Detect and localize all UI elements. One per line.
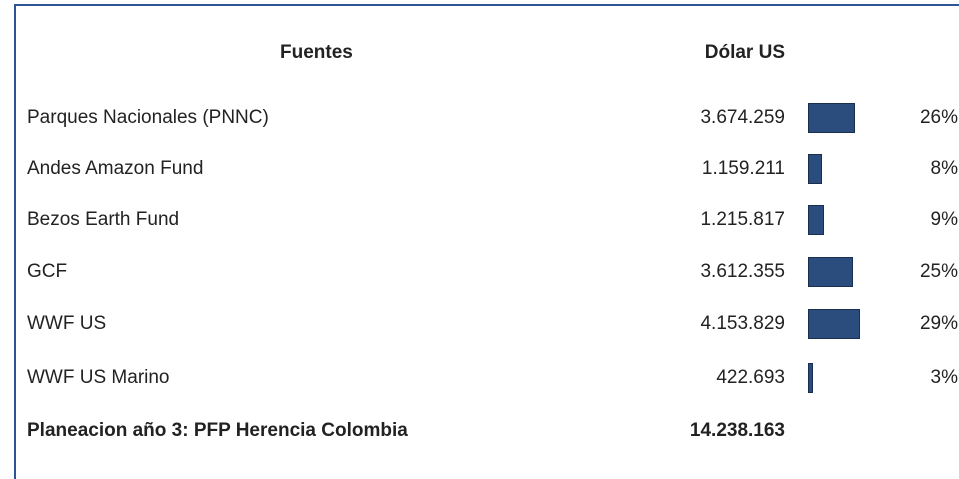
header-dolar: Dólar US (704, 42, 785, 63)
source-name: WWF US Marino (27, 367, 170, 388)
total-amount: 14.238.163 (689, 420, 785, 441)
pct-label: 25% (919, 261, 958, 282)
amount: 3.674.259 (700, 107, 785, 128)
pct-label: 8% (930, 158, 958, 179)
pct-bar (808, 103, 855, 133)
source-name: WWF US (27, 313, 107, 334)
amount: 4.153.829 (700, 313, 785, 334)
pct-label: 3% (930, 367, 958, 388)
pct-label: 26% (919, 107, 958, 128)
pct-bar (808, 154, 823, 184)
source-name: GCF (27, 261, 68, 282)
total-name: Planeacion año 3: PFP Herencia Colombia (27, 420, 408, 441)
amount: 1.215.817 (700, 209, 785, 230)
amount: 3.612.355 (700, 261, 785, 282)
source-name: Parques Nacionales (PNNC) (27, 107, 269, 128)
source-name: Andes Amazon Fund (27, 158, 204, 179)
source-name: Bezos Earth Fund (27, 209, 180, 230)
pct-bar (808, 309, 861, 339)
header-fuentes: Fuentes (280, 42, 353, 63)
amount: 1.159.211 (701, 158, 785, 179)
pct-bar (808, 363, 814, 393)
pct-label: 29% (919, 313, 958, 334)
pct-label: 9% (930, 209, 958, 230)
pct-bar (808, 257, 853, 287)
amount: 422.693 (716, 367, 785, 388)
pct-bar (808, 205, 825, 235)
frame (14, 4, 959, 479)
